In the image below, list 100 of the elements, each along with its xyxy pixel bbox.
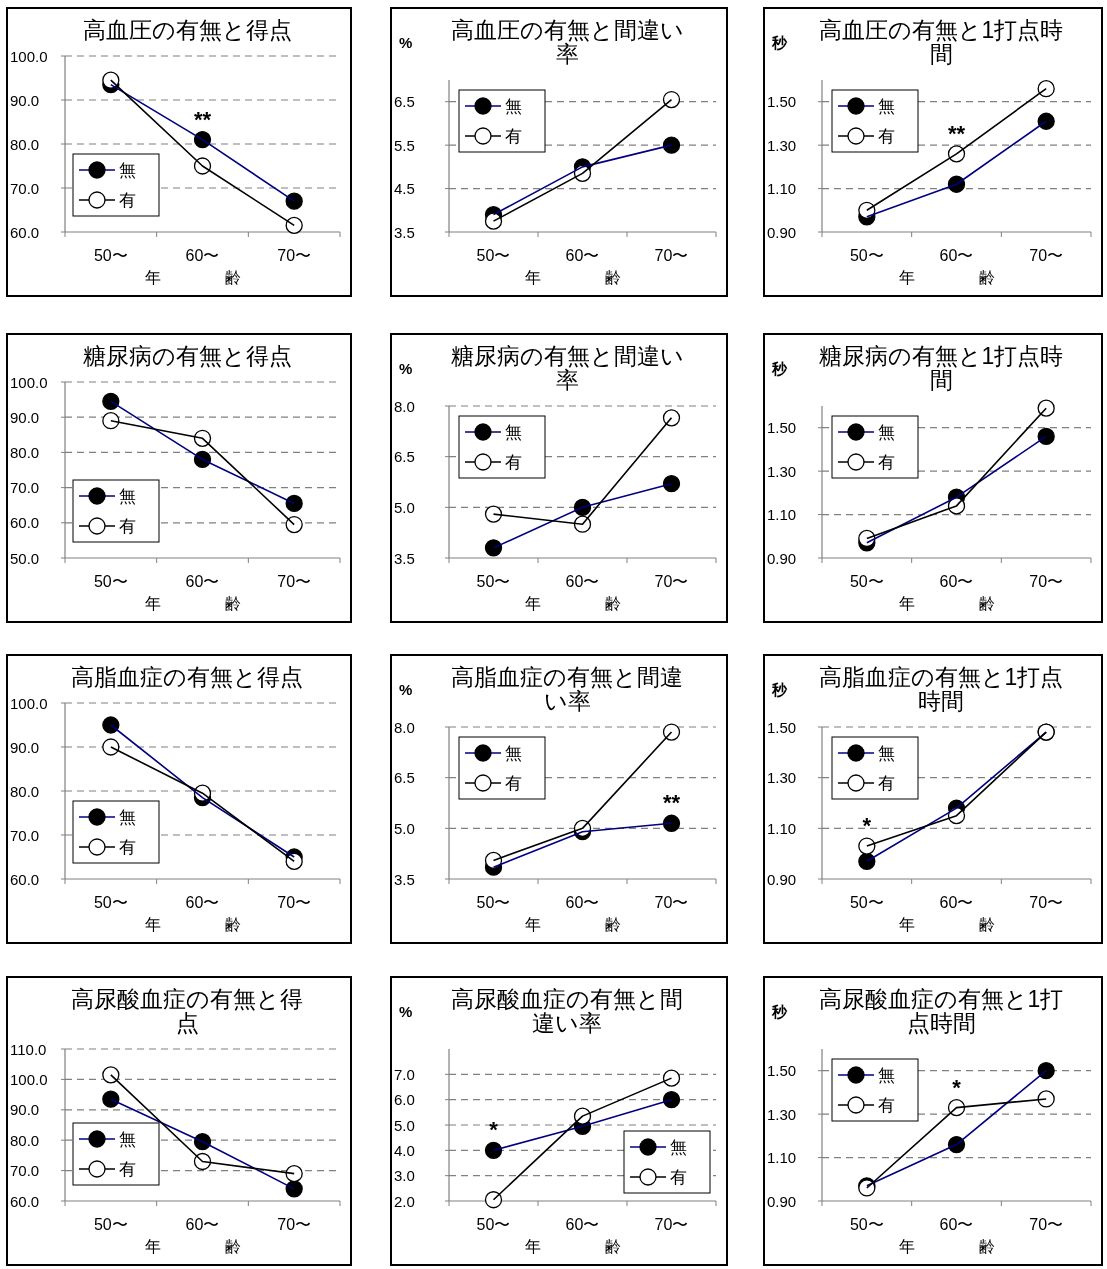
title: 高血圧の有無と1打点時間 — [818, 17, 1064, 67]
legend-label: 無 — [878, 96, 895, 116]
legend-label: 無 — [119, 160, 136, 180]
ytick: 70.0 — [10, 479, 40, 497]
ytick: 60.0 — [10, 514, 40, 532]
annotation: * — [952, 1074, 961, 1100]
ytick: 80.0 — [10, 1131, 40, 1149]
legend-label: 有 — [505, 452, 522, 472]
ytick: 7.0 — [394, 1065, 415, 1083]
xtick: 70〜 — [277, 1216, 312, 1233]
xlabel: 年 齢 — [144, 595, 241, 612]
ytick: 1.30 — [767, 462, 797, 480]
ytick: 110.0 — [10, 1040, 47, 1058]
xtick: 60〜 — [185, 573, 220, 590]
ytick: 3.5 — [394, 549, 415, 567]
xtick: 70〜 — [654, 573, 689, 590]
title: 高血圧の有無と間違い率 — [450, 17, 684, 67]
xtick: 60〜 — [185, 894, 220, 911]
xtick: 70〜 — [277, 573, 312, 590]
ytick: 90.0 — [10, 408, 40, 426]
ylabel: % — [399, 1003, 413, 1020]
ytick: 1.50 — [767, 419, 797, 437]
xlabel: 年 齢 — [898, 595, 995, 612]
ytick: 100.0 — [10, 694, 48, 712]
xtick: 70〜 — [1029, 1216, 1064, 1233]
ylabel: 秒 — [772, 1003, 787, 1020]
legend-label: 有 — [119, 516, 136, 536]
ytick: 6.5 — [394, 769, 415, 787]
xtick: 70〜 — [277, 247, 312, 264]
title: 高血圧の有無と得点 — [82, 17, 292, 43]
legend-label: 有 — [119, 837, 136, 857]
legend-label: 無 — [670, 1137, 687, 1157]
xtick: 50〜 — [476, 1216, 511, 1233]
point — [662, 1069, 681, 1087]
annotation: * — [862, 813, 872, 839]
xlabel: 年 齢 — [898, 269, 995, 286]
title: 糖尿病の有無と1打点時間 — [818, 343, 1064, 393]
legend-label: 無 — [119, 807, 136, 827]
xlabel: 年 齢 — [898, 916, 995, 933]
ylabel: 秒 — [772, 681, 787, 698]
title: 糖尿病の有無と間違い率 — [450, 343, 684, 393]
ytick: 4.0 — [394, 1141, 415, 1159]
xlabel: 年 齢 — [144, 1238, 241, 1255]
xlabel: 年 齢 — [144, 916, 241, 933]
annotation: ** — [193, 106, 212, 132]
ytick: 0.90 — [767, 549, 797, 567]
legend-label: 有 — [119, 190, 136, 210]
legend-label: 有 — [878, 452, 895, 472]
ytick: 60.0 — [10, 870, 40, 888]
xtick: 50〜 — [93, 247, 128, 264]
ytick: 1.10 — [767, 180, 797, 198]
xtick: 70〜 — [277, 894, 312, 911]
title: 糖尿病の有無と得点 — [82, 343, 292, 369]
ytick: 1.30 — [767, 1105, 797, 1123]
legend-label: 無 — [505, 743, 522, 763]
ytick: 3.5 — [394, 223, 415, 241]
point — [484, 212, 503, 230]
ytick: 3.5 — [394, 870, 415, 888]
ytick: 3.0 — [394, 1167, 415, 1185]
ytick: 5.0 — [394, 498, 415, 516]
legend-label: 無 — [878, 743, 895, 763]
ytick: 0.90 — [767, 870, 797, 888]
ytick: 0.90 — [767, 223, 797, 241]
ylabel: % — [399, 681, 413, 698]
legend-label: 無 — [878, 422, 895, 442]
ytick: 1.10 — [767, 506, 797, 524]
xlabel: 年 齢 — [898, 1238, 995, 1255]
ytick: 90.0 — [10, 91, 40, 109]
legend-label: 有 — [505, 773, 522, 793]
ytick: 0.90 — [767, 1192, 797, 1210]
ytick: 5.5 — [394, 136, 415, 154]
xtick: 60〜 — [185, 1216, 220, 1233]
ytick: 6.5 — [394, 448, 415, 466]
xtick: 50〜 — [849, 247, 884, 264]
ytick: 1.50 — [767, 718, 797, 736]
xtick: 60〜 — [565, 573, 600, 590]
annotation: ** — [947, 120, 966, 146]
ytick: 1.10 — [767, 1149, 797, 1167]
ytick: 90.0 — [10, 1101, 40, 1119]
xtick: 70〜 — [654, 1216, 689, 1233]
xtick: 70〜 — [1029, 573, 1064, 590]
point — [102, 738, 120, 756]
ytick: 1.50 — [767, 93, 797, 111]
xtick: 70〜 — [654, 894, 689, 911]
legend-label: 有 — [670, 1167, 687, 1187]
ytick: 70.0 — [10, 826, 40, 844]
ytick: 80.0 — [10, 135, 40, 153]
ytick: 80.0 — [10, 782, 40, 800]
ytick: 50.0 — [10, 549, 40, 567]
ytick: 2.0 — [394, 1192, 415, 1210]
title: 高脂血症の有無と間違い率 — [451, 664, 683, 714]
xtick: 60〜 — [565, 247, 600, 264]
ytick: 100.0 — [10, 373, 48, 391]
annotation: * — [489, 1117, 498, 1143]
title: 高尿酸血症の有無と得点 — [71, 986, 303, 1036]
title: 高脂血症の有無と1打点時間 — [818, 664, 1064, 714]
xlabel: 年 齢 — [524, 916, 621, 933]
title: 高尿酸血症の有無と間違い率 — [451, 986, 683, 1036]
ytick: 6.0 — [394, 1091, 415, 1109]
legend-label: 無 — [505, 96, 522, 116]
